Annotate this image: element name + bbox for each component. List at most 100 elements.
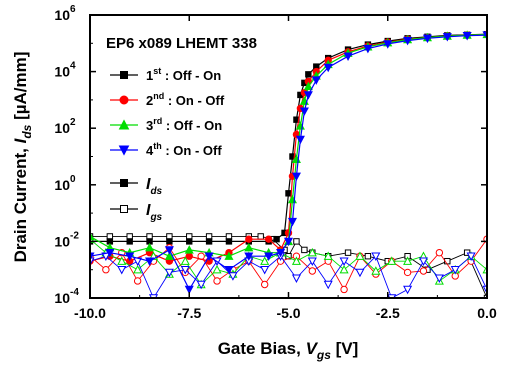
x-axis-title: Gate Bias, Vgs [V] [218, 339, 359, 362]
igs-point [403, 256, 413, 265]
igs-point [340, 285, 348, 294]
ids-point [225, 238, 233, 245]
ids-point [285, 190, 292, 197]
x-tick-label: -5.0 [276, 305, 300, 321]
ids-point [462, 32, 472, 41]
ids-point [442, 33, 452, 42]
ids-point [383, 40, 393, 49]
igs-point [117, 256, 127, 265]
igs-point [307, 247, 317, 257]
igs-point [117, 266, 127, 275]
igs-point [308, 267, 317, 275]
igs-point [323, 251, 333, 260]
ids-point [283, 237, 294, 247]
y-tick-exponent: 0 [70, 174, 76, 185]
igs-point [260, 256, 270, 265]
igs-point [387, 256, 397, 265]
x-tick-label: -2.5 [376, 305, 400, 321]
ids-point [273, 235, 280, 243]
y-tick-label: 10 [54, 120, 70, 136]
legend-label: 4th : On - Off [146, 141, 222, 158]
y-tick-label: 10 [54, 290, 70, 306]
igs-point [301, 246, 308, 254]
ids-point [145, 242, 155, 252]
ids-point [422, 34, 432, 44]
igs-point [291, 274, 301, 283]
ids-point [244, 252, 254, 261]
ids-point [245, 235, 253, 243]
igs-point [102, 266, 110, 274]
y-tick-label: 10 [54, 64, 70, 80]
ids-point [303, 81, 313, 91]
igs-point [371, 266, 381, 275]
igs-point [339, 264, 349, 274]
igs-point [403, 268, 412, 277]
igs-point [403, 285, 413, 295]
ids-point [224, 251, 234, 260]
igs-point [293, 238, 300, 245]
legend-label: Igs [146, 202, 163, 223]
series-1-ids-line [90, 33, 487, 242]
series-4 [90, 31, 487, 298]
igs-point [450, 266, 460, 275]
igs-point [213, 277, 221, 285]
y-tick-exponent: 6 [70, 4, 76, 15]
legend-marker [120, 179, 128, 187]
legend-marker [118, 145, 130, 156]
x-tick-label: 0.0 [477, 305, 497, 321]
igs-point [371, 252, 381, 261]
ids-point [164, 251, 174, 260]
legend: 1st : Off - On 2nd : On - Off 3rd : Off - … [110, 66, 225, 223]
ids-point [244, 242, 254, 252]
ids-point [299, 107, 309, 116]
igs-point [355, 251, 365, 260]
igs-point [164, 268, 174, 278]
legend-label: 2nd : On - Off [146, 91, 225, 108]
y-tick-exponent: -4 [70, 287, 79, 298]
legend-marker [119, 95, 129, 105]
ids-point [363, 44, 373, 54]
ids-point [289, 153, 296, 160]
igs-point [228, 272, 238, 281]
y-tick-label: 10 [54, 7, 70, 23]
igs-point [434, 274, 444, 283]
ids-point [125, 252, 135, 261]
igs-point [212, 264, 222, 274]
ids-point [264, 252, 274, 261]
ids-point [291, 172, 301, 182]
ids-point [105, 248, 115, 258]
igs-point [419, 267, 428, 275]
legend-label: 1st : Off - On [146, 66, 221, 83]
igs-point [196, 280, 206, 290]
ids-point [184, 245, 194, 254]
ids-point [287, 217, 298, 227]
ids-point [204, 252, 214, 261]
ids-point [145, 257, 155, 266]
igs-point [257, 233, 264, 240]
legend-marker [118, 119, 130, 130]
x-tick-label: -7.5 [177, 305, 201, 321]
y-tick-label: 10 [54, 233, 70, 249]
ids-point [184, 285, 194, 295]
ids-point [185, 252, 193, 260]
igs-point [180, 256, 190, 265]
ids-point [343, 52, 353, 61]
legend-marker [120, 205, 128, 213]
ids-point [264, 235, 273, 243]
y-tick-exponent: 2 [70, 117, 76, 128]
ids-point [166, 238, 173, 245]
ids-point [311, 76, 321, 85]
ids-point [205, 238, 213, 245]
legend-label: 3rd : Off - On [146, 116, 222, 133]
chart-title: EP6 x089 LHEMT 338 [106, 35, 257, 52]
igs-point [307, 257, 317, 266]
ids-point [403, 36, 413, 46]
series-4-igs-line [90, 255, 487, 298]
ids-point [164, 246, 174, 255]
y-tick-exponent: -2 [70, 230, 79, 241]
ids-point [126, 238, 133, 245]
igs-point [260, 266, 270, 275]
igs-point [323, 280, 333, 290]
igs-point [435, 248, 444, 257]
